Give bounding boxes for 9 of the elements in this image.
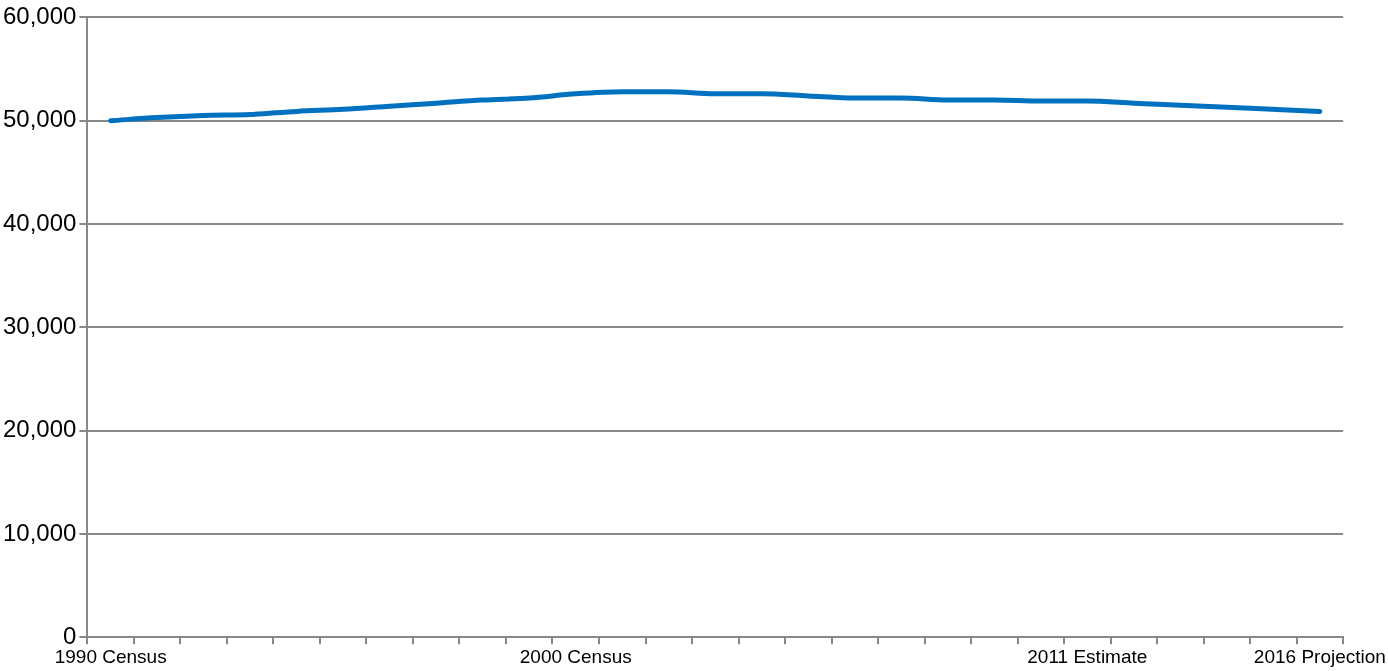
y-tick-label: 60,000 — [3, 2, 77, 30]
y-tick-label: 10,000 — [3, 518, 77, 546]
y-tick-label: 50,000 — [3, 105, 77, 133]
x-tick-label: 2011 Estimate — [1027, 645, 1148, 667]
y-tick-label: 30,000 — [3, 311, 77, 339]
x-tick-label: 2000 Census — [519, 645, 632, 667]
x-tick-label: 2016 Projection — [1253, 645, 1386, 667]
y-tick-label: 40,000 — [3, 208, 77, 236]
y-tick-label: 20,000 — [3, 415, 77, 443]
